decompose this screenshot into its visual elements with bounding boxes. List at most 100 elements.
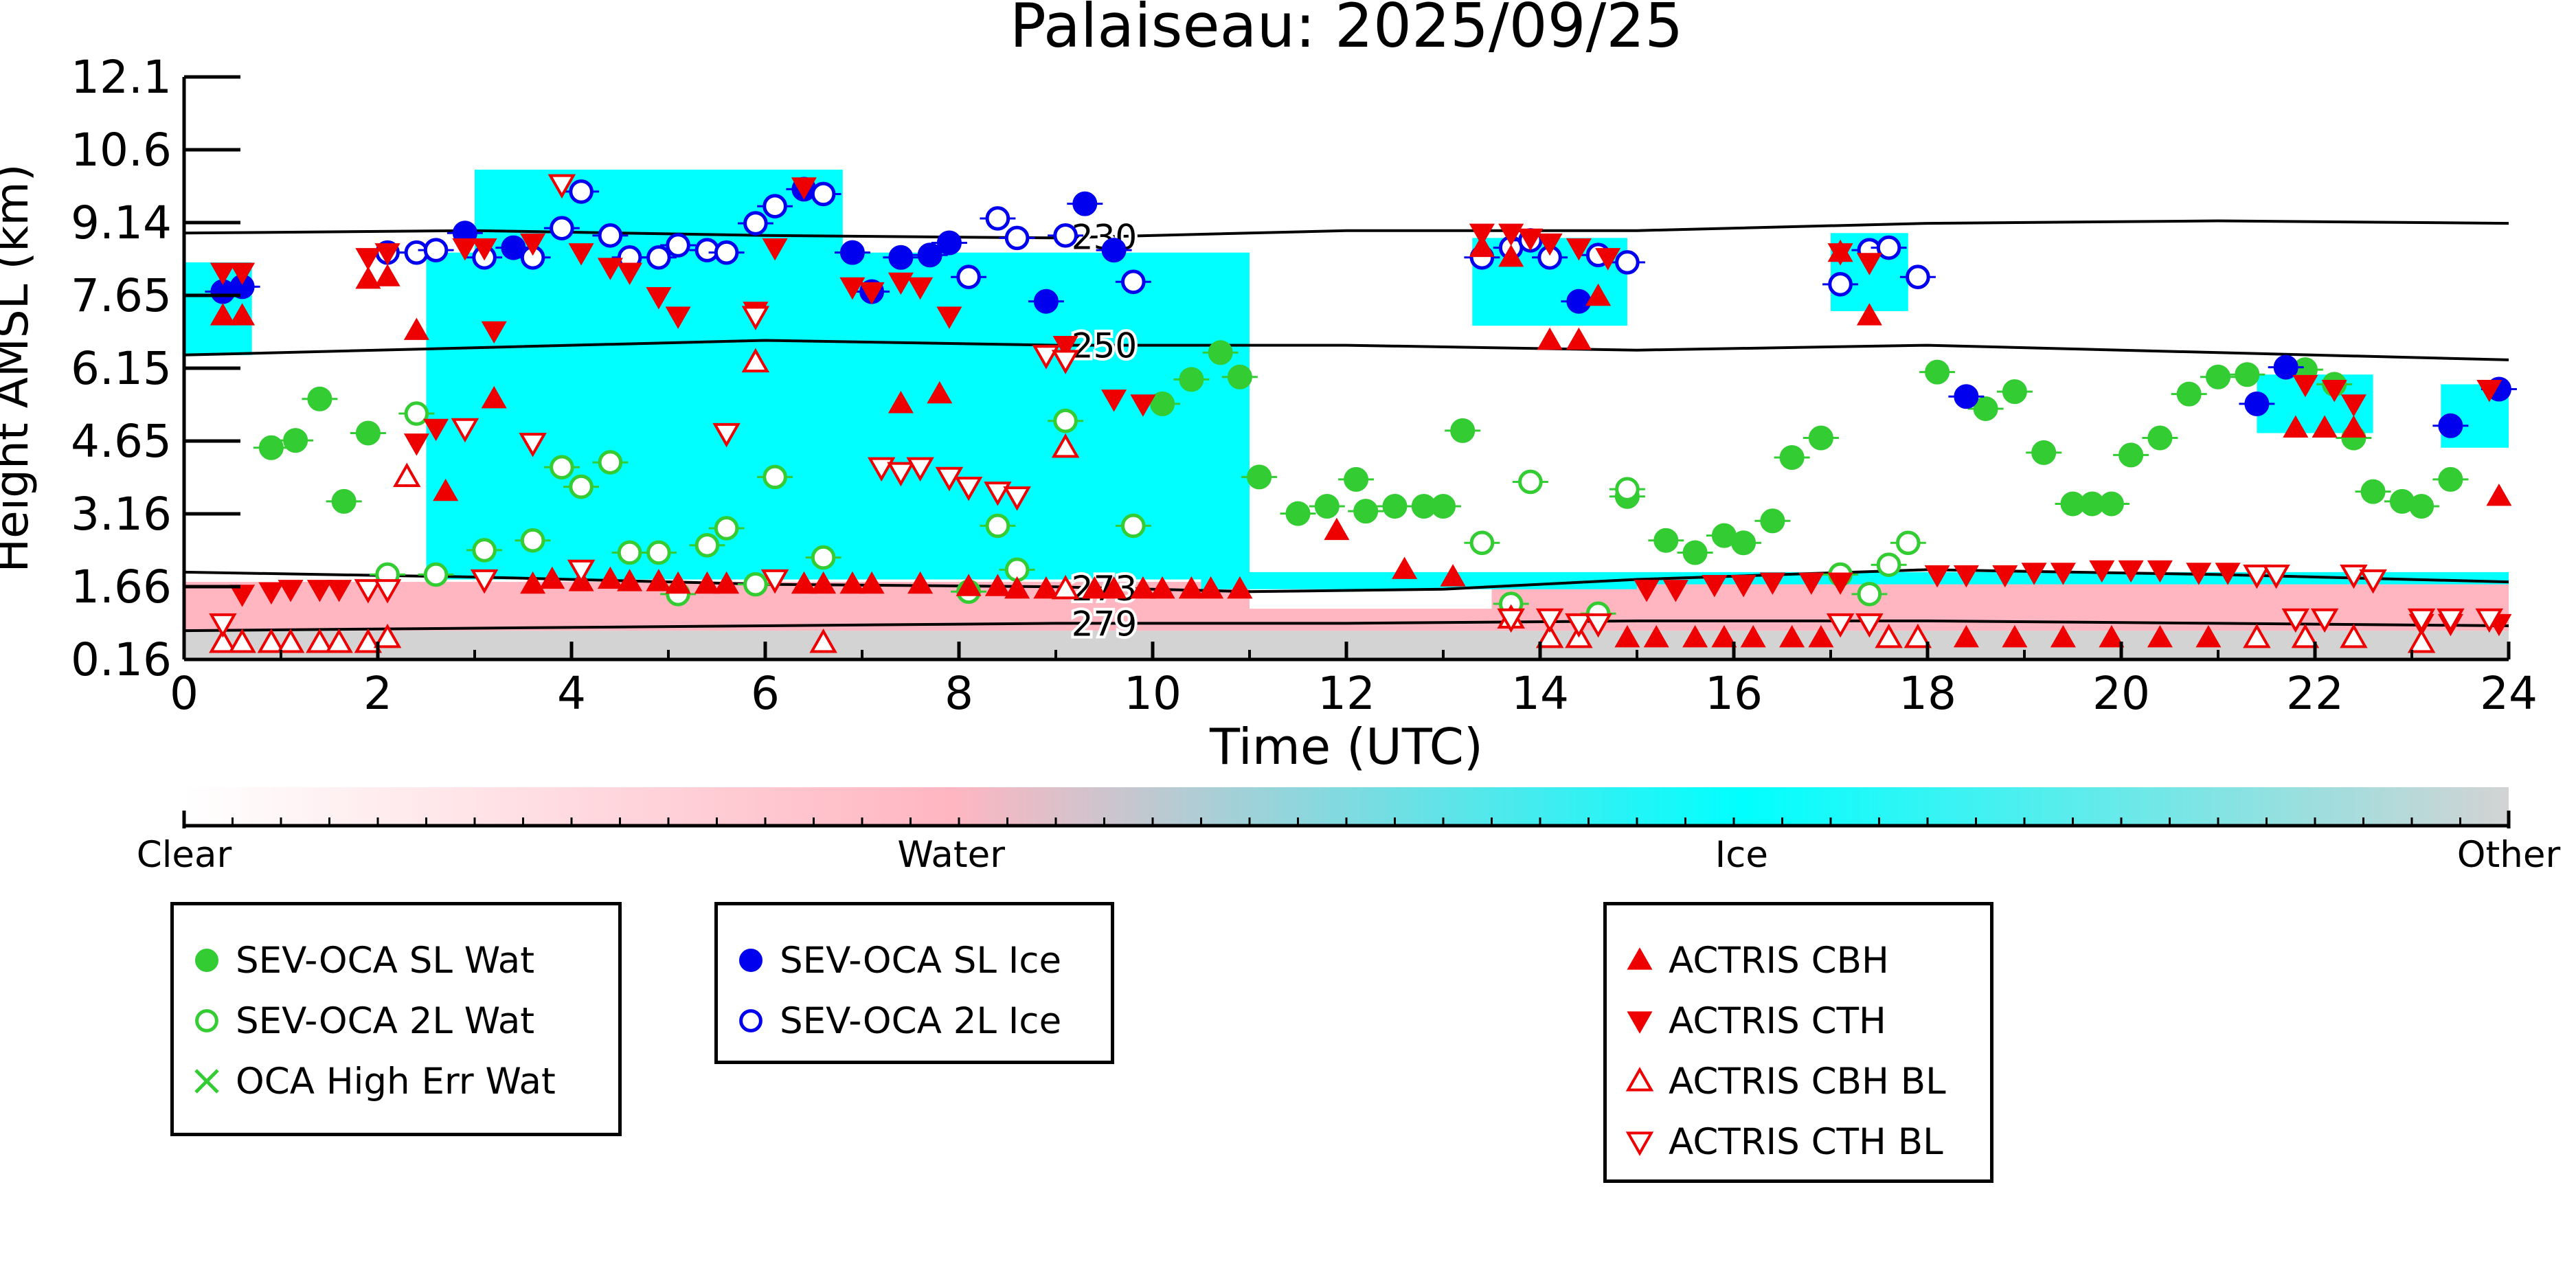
data-point bbox=[1615, 250, 1640, 275]
data-point bbox=[936, 306, 962, 329]
legend-label: SEV-OCA SL Wat bbox=[236, 939, 534, 982]
data-point bbox=[743, 211, 768, 236]
data-point bbox=[355, 266, 381, 289]
data-point bbox=[307, 386, 332, 411]
data-point bbox=[325, 629, 353, 653]
data-point bbox=[887, 462, 915, 487]
data-point bbox=[1498, 223, 1524, 247]
data-point bbox=[2050, 563, 2076, 585]
axes: 0 2 4 6 8 10 12 14 16 18 20 22 240.161.663.164.656.1… bbox=[71, 51, 2538, 720]
series-4 bbox=[370, 179, 1936, 297]
data-point bbox=[1469, 530, 1495, 556]
data-point bbox=[283, 428, 308, 453]
data-point bbox=[278, 580, 304, 602]
x-tick-label: 12 bbox=[1318, 667, 1375, 720]
legend-marker-icon bbox=[195, 1009, 218, 1032]
data-point bbox=[306, 629, 334, 653]
data-point bbox=[1954, 384, 1979, 409]
data-point bbox=[1614, 624, 1640, 648]
data-point bbox=[404, 401, 429, 426]
data-point bbox=[617, 262, 643, 285]
colorbar-label-water: Water bbox=[897, 834, 1005, 876]
x-tick-label: 22 bbox=[2286, 667, 2344, 720]
legend-label: OCA High Err Wat bbox=[236, 1060, 556, 1103]
data-point bbox=[1585, 283, 1612, 306]
legend-item: ACTRIS CBH BL bbox=[1623, 1051, 1990, 1111]
data-point bbox=[423, 418, 449, 442]
data-point bbox=[888, 245, 914, 270]
data-point bbox=[1537, 327, 1563, 350]
data-point bbox=[1535, 623, 1564, 648]
data-point bbox=[229, 303, 256, 326]
legend-item: ACTRIS CBH bbox=[1623, 930, 1990, 991]
data-point bbox=[1004, 576, 1030, 599]
data-point bbox=[809, 629, 837, 653]
data-point bbox=[1856, 303, 1882, 326]
colorbar-label-clear: Clear bbox=[137, 834, 232, 876]
data-point bbox=[1827, 243, 1853, 266]
data-point bbox=[1903, 623, 1932, 648]
data-point bbox=[1051, 433, 1080, 458]
data-point bbox=[2099, 624, 2125, 648]
legend-actris: ACTRIS CBH ACTRIS CTH ACTRIS CBH BL ACTRIS … bbox=[1603, 902, 1993, 1183]
data-point bbox=[2089, 560, 2115, 583]
data-point bbox=[393, 462, 421, 487]
data-point bbox=[1051, 574, 1080, 600]
data-point bbox=[1828, 272, 1853, 297]
data-point bbox=[811, 571, 837, 594]
data-point bbox=[2002, 379, 2027, 405]
legend-label: SEV-OCA 2L Wat bbox=[236, 999, 535, 1042]
data-point bbox=[1827, 572, 1853, 595]
data-point bbox=[1566, 289, 1592, 314]
data-point bbox=[598, 450, 623, 475]
data-point bbox=[1053, 408, 1078, 433]
data-point bbox=[2050, 624, 2076, 648]
data-point bbox=[1702, 575, 1728, 598]
data-point bbox=[355, 420, 381, 446]
data-point bbox=[1876, 552, 1901, 578]
data-point bbox=[1808, 425, 1833, 451]
data-point bbox=[520, 571, 546, 594]
data-point bbox=[1469, 223, 1495, 247]
data-point bbox=[2099, 491, 2124, 517]
data-point bbox=[2359, 569, 2387, 594]
data-point bbox=[1314, 493, 1340, 519]
data-point bbox=[1498, 244, 1524, 267]
data-point bbox=[694, 571, 720, 594]
data-point bbox=[617, 540, 642, 565]
data-point bbox=[2147, 425, 2173, 451]
data-point bbox=[374, 243, 400, 266]
data-point bbox=[1052, 336, 1078, 359]
data-point bbox=[1469, 234, 1495, 258]
legend-marker-icon bbox=[194, 1069, 219, 1094]
contour-line-279 bbox=[184, 619, 2509, 633]
legend-label: ACTRIS CTH bbox=[1669, 999, 1886, 1042]
data-point bbox=[373, 579, 402, 604]
data-point bbox=[906, 457, 934, 482]
data-point bbox=[2147, 624, 2173, 648]
data-point bbox=[1731, 530, 1756, 556]
data-point bbox=[1382, 493, 1408, 519]
data-point bbox=[1101, 576, 1127, 599]
data-point bbox=[985, 206, 1010, 231]
data-point bbox=[1740, 624, 1766, 648]
data-point bbox=[839, 571, 866, 594]
legend-item: ACTRIS CTH BL bbox=[1623, 1111, 1990, 1172]
contour-label-279: 279 bbox=[1072, 604, 1137, 644]
data-point bbox=[1004, 225, 1030, 251]
data-point bbox=[539, 566, 565, 589]
data-point bbox=[481, 321, 507, 344]
data-point bbox=[1032, 345, 1061, 370]
data-point bbox=[1826, 613, 1855, 638]
data-point bbox=[423, 238, 449, 262]
data-point bbox=[1247, 464, 1272, 490]
data-point bbox=[1760, 508, 1785, 534]
data-point bbox=[2273, 354, 2298, 380]
data-point bbox=[1992, 565, 2018, 588]
data-point bbox=[451, 418, 479, 443]
data-point bbox=[1653, 528, 1679, 553]
data-point bbox=[2438, 466, 2463, 492]
y-tick-label: 12.1 bbox=[71, 51, 172, 104]
data-point bbox=[1759, 572, 1785, 595]
